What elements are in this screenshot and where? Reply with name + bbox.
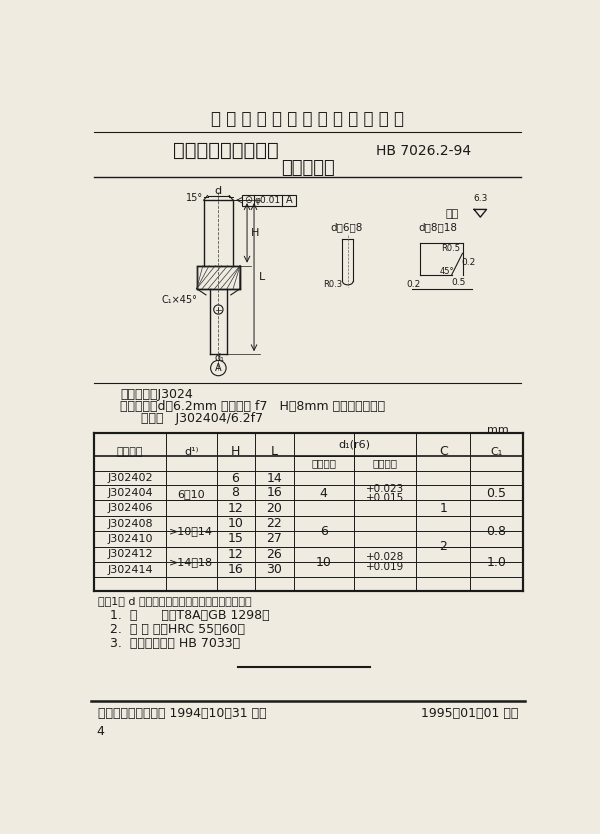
Text: 分类代号：J3024: 分类代号：J3024 (120, 388, 193, 400)
Text: 10: 10 (316, 555, 332, 569)
Text: C: C (439, 445, 448, 459)
Text: 标记代号: 标记代号 (117, 447, 143, 457)
Text: 基本尺寸: 基本尺寸 (311, 459, 336, 469)
Text: 16: 16 (266, 486, 282, 500)
Text: R0.5: R0.5 (442, 244, 460, 254)
Text: 中国航空工业总公司 1994－10－31 发布: 中国航空工业总公司 1994－10－31 发布 (98, 707, 267, 721)
Text: 20: 20 (266, 502, 282, 515)
Text: +0.019: +0.019 (366, 562, 404, 571)
Bar (242, 195, 296, 205)
Text: J302406: J302406 (107, 503, 153, 513)
Text: H: H (251, 228, 259, 238)
Text: +0.028: +0.028 (366, 552, 404, 562)
Text: d＞6～8: d＞6～8 (330, 222, 362, 232)
Text: H: H (231, 445, 240, 459)
Text: d₁(r6): d₁(r6) (339, 440, 371, 450)
Text: d: d (215, 186, 222, 196)
Text: mm: mm (487, 425, 509, 435)
Text: L: L (259, 272, 265, 282)
Text: 45°: 45° (440, 267, 454, 275)
Text: 4: 4 (320, 487, 328, 500)
Text: 15: 15 (227, 532, 244, 545)
Text: d₁: d₁ (215, 353, 225, 363)
Text: 12: 12 (227, 502, 244, 515)
Text: >14～18: >14～18 (169, 557, 214, 567)
Text: J302410: J302410 (107, 534, 153, 544)
Text: A: A (286, 195, 292, 205)
Text: J302404: J302404 (107, 488, 153, 498)
Text: 22: 22 (266, 517, 282, 530)
Text: 极限偏差: 极限偏差 (373, 459, 398, 469)
Text: 6: 6 (320, 525, 328, 538)
Text: 1.0: 1.0 (487, 555, 506, 569)
Bar (197, 266, 240, 289)
Text: J302414: J302414 (107, 565, 153, 575)
Text: 1: 1 (439, 502, 447, 515)
Text: HB 7026.2-94: HB 7026.2-94 (376, 144, 472, 158)
Text: C₁×45°: C₁×45° (161, 295, 197, 305)
Text: d¹⁾: d¹⁾ (184, 447, 199, 457)
Text: 15°: 15° (186, 193, 203, 203)
Text: φ0.01: φ0.01 (255, 196, 281, 204)
Text: J302412: J302412 (107, 550, 153, 560)
Text: J302408: J302408 (107, 519, 153, 529)
Text: J302402: J302402 (107, 473, 153, 483)
Text: 夹具通用元件定位件: 夹具通用元件定位件 (173, 142, 279, 160)
Text: 注：1） d 的基本尺寸号极限偏差查面设计确定。: 注：1） d 的基本尺寸号极限偏差查面设计确定。 (98, 595, 252, 605)
Text: +0.023: +0.023 (366, 484, 404, 494)
Text: 0.5: 0.5 (451, 278, 466, 287)
Text: 圆柱定位销: 圆柱定位销 (281, 158, 334, 177)
Text: 1995－01－01 实施: 1995－01－01 实施 (421, 707, 518, 721)
Text: 26: 26 (266, 548, 282, 561)
Text: ⊙: ⊙ (244, 195, 252, 205)
Text: +0.015: +0.015 (366, 493, 404, 503)
Text: 0.2: 0.2 (407, 279, 421, 289)
Text: 6.3: 6.3 (473, 194, 488, 203)
Text: 2.  热 处 理：HRC 55～60。: 2. 热 处 理：HRC 55～60。 (110, 623, 245, 636)
Text: 0.8: 0.8 (487, 525, 506, 538)
Text: 其余: 其余 (446, 209, 459, 219)
Text: 0.2: 0.2 (461, 258, 476, 267)
Text: 12: 12 (227, 548, 244, 561)
Text: 2: 2 (439, 540, 447, 553)
Text: 1.  材      料：T8A，GB 1298。: 1. 材 料：T8A，GB 1298。 (110, 610, 269, 622)
Text: 16: 16 (227, 563, 244, 576)
Text: A: A (215, 363, 221, 373)
Text: 14: 14 (266, 472, 282, 485)
Text: 定位销   J302404/6.2f7: 定位销 J302404/6.2f7 (141, 412, 263, 425)
Text: C₁: C₁ (490, 447, 503, 457)
Text: 4: 4 (97, 725, 104, 738)
Text: L: L (271, 445, 278, 459)
Text: 30: 30 (266, 563, 282, 576)
Text: 3.  技术条件：按 HB 7033。: 3. 技术条件：按 HB 7033。 (110, 637, 240, 651)
Text: 标记示例：d＝6.2mm 公差带为 f7   H＝8mm 的圆柱定位销：: 标记示例：d＝6.2mm 公差带为 f7 H＝8mm 的圆柱定位销： (120, 400, 385, 413)
Text: 6: 6 (232, 472, 239, 485)
Text: >10～14: >10～14 (169, 526, 213, 536)
Text: 27: 27 (266, 532, 282, 545)
Text: d＞8～18: d＞8～18 (418, 222, 457, 232)
Text: 中 华 人 民 共 和 国 航 空 工 业 标 准: 中 华 人 民 共 和 国 航 空 工 业 标 准 (211, 110, 404, 128)
Text: 8: 8 (232, 486, 239, 500)
Text: 0.5: 0.5 (487, 487, 506, 500)
Text: R0.3: R0.3 (323, 280, 342, 289)
Text: 6～10: 6～10 (178, 489, 205, 499)
Text: 10: 10 (227, 517, 244, 530)
